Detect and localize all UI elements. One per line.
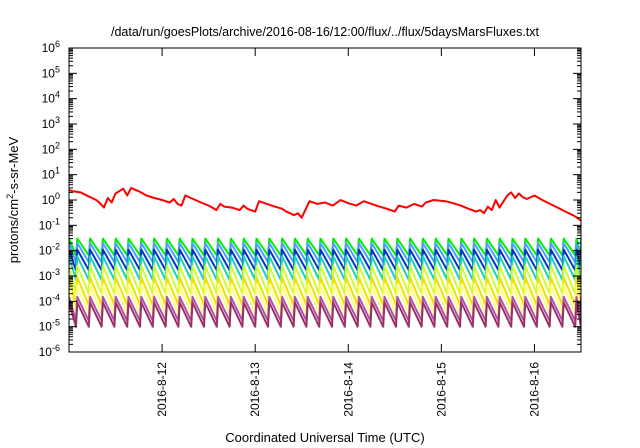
- y-tick-label-base: 10: [42, 193, 56, 207]
- y-tick-label: 10-1: [39, 216, 60, 232]
- y-tick-label-base: 10: [39, 345, 53, 359]
- y-tick-label: 106: [42, 39, 60, 55]
- y-tick-label: 104: [42, 90, 60, 106]
- x-axis-label: Coordinated Universal Time (UTC): [225, 430, 424, 445]
- y-tick-label: 105: [42, 64, 60, 80]
- y-tick-label-exp: 5: [55, 64, 60, 74]
- y-tick-label-base: 10: [39, 269, 53, 283]
- y-tick-label: 10-2: [39, 242, 60, 258]
- x-tick-label: 2016-8-13: [248, 362, 262, 417]
- y-tick-label-base: 10: [42, 66, 56, 80]
- series-line-9: [69, 295, 581, 322]
- y-axis-label-rest: -s-sr-MeV: [6, 136, 21, 193]
- y-tick-label-exp: 0: [55, 191, 60, 201]
- series-line-7: [69, 276, 581, 307]
- series-layer: [69, 186, 581, 328]
- y-tick-label-base: 10: [42, 117, 56, 131]
- y-axis-label-base: protons/cm: [6, 199, 21, 263]
- y-tick-label-exp: 2: [55, 140, 60, 150]
- y-tick-label-base: 10: [42, 168, 56, 182]
- series-line-10: [69, 301, 581, 328]
- y-tick-label: 10-6: [39, 343, 60, 359]
- y-tick-label: 10-5: [39, 318, 60, 334]
- y-tick-label: 102: [42, 140, 60, 156]
- x-tick-label: 2016-8-15: [434, 362, 448, 417]
- y-tick-label-base: 10: [42, 92, 56, 106]
- y-axis-label-sup: 2: [5, 194, 15, 199]
- y-tick-label-exp: -5: [52, 318, 60, 328]
- x-tick-label: 2016-8-14: [341, 362, 355, 417]
- y-tick-label-exp: -3: [52, 267, 60, 277]
- y-tick-label: 10-3: [39, 267, 60, 283]
- y-tick-label-base: 10: [39, 244, 53, 258]
- y-tick-label-exp: 1: [55, 166, 60, 176]
- y-tick-label-base: 10: [39, 218, 53, 232]
- y-tick-label: 101: [42, 166, 60, 182]
- y-tick-label-exp: 6: [55, 39, 60, 49]
- x-tick-label: 2016-8-16: [527, 362, 541, 417]
- y-tick-label-base: 10: [42, 41, 56, 55]
- y-tick-label: 10-4: [39, 292, 60, 308]
- x-tick-label: 2016-8-12: [155, 362, 169, 417]
- y-tick-label-exp: -6: [52, 343, 60, 353]
- series-line-1: [69, 186, 581, 222]
- y-tick-label: 100: [42, 191, 60, 207]
- y-tick-label: 103: [42, 115, 60, 131]
- y-tick-label-base: 10: [39, 294, 53, 308]
- y-tick-label-exp: -4: [52, 292, 60, 302]
- series-line-2: [69, 237, 581, 257]
- axis-layer: 10-610-510-410-310-210-11001011021031041…: [39, 39, 581, 417]
- y-tick-label-base: 10: [42, 142, 56, 156]
- y-axis-label: protons/cm2-s-sr-MeV: [5, 136, 21, 263]
- y-tick-label-exp: 4: [55, 90, 60, 100]
- y-tick-label-base: 10: [39, 320, 53, 334]
- chart-title: /data/run/goesPlots/archive/2016-08-16/1…: [111, 25, 540, 39]
- y-tick-label-exp: -2: [52, 242, 60, 252]
- y-tick-label-exp: 3: [55, 115, 60, 125]
- y-tick-label-exp: -1: [52, 216, 60, 226]
